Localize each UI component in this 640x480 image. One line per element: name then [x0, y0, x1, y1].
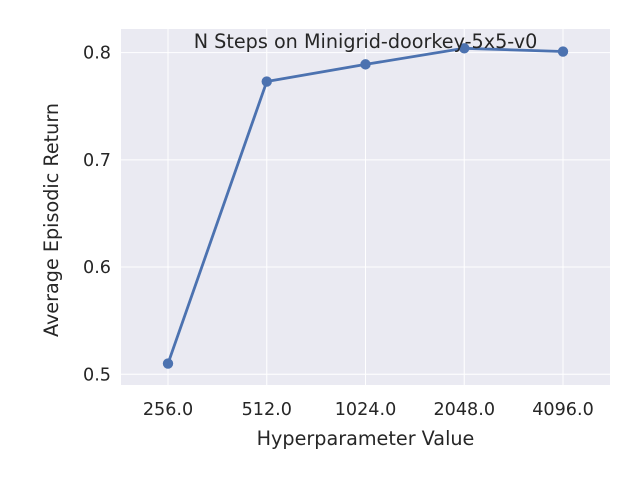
- series-group: [162, 43, 569, 369]
- data-point: [261, 76, 272, 87]
- grid-lines: [121, 29, 610, 385]
- x-tick-label: 256.0: [143, 400, 193, 420]
- data-point: [162, 358, 174, 369]
- x-tick-label: 2048.0: [433, 400, 495, 420]
- y-tick-label: 0.7: [83, 151, 111, 171]
- y-axis-label: Average Episodic Return: [40, 103, 63, 337]
- x-tick-label: 4096.0: [532, 400, 594, 420]
- data-point: [459, 43, 470, 54]
- x-tick-label: 1024.0: [335, 400, 397, 420]
- y-tick-label: 0.6: [83, 258, 111, 278]
- y-tick-label: 0.8: [83, 44, 111, 64]
- y-tick-label: 0.5: [83, 365, 111, 385]
- data-point: [557, 46, 569, 57]
- x-tick-label: 512.0: [242, 400, 292, 420]
- y-tick-labels: 0.5 0.6 0.7 0.8: [83, 44, 111, 386]
- x-tick-labels: 256.0 512.0 1024.0 2048.0 4096.0: [143, 400, 594, 420]
- x-axis-label: Hyperparameter Value: [257, 427, 475, 450]
- chart-title: N Steps on Minigrid-doorkey-5x5-v0: [194, 30, 538, 53]
- data-point: [360, 59, 371, 70]
